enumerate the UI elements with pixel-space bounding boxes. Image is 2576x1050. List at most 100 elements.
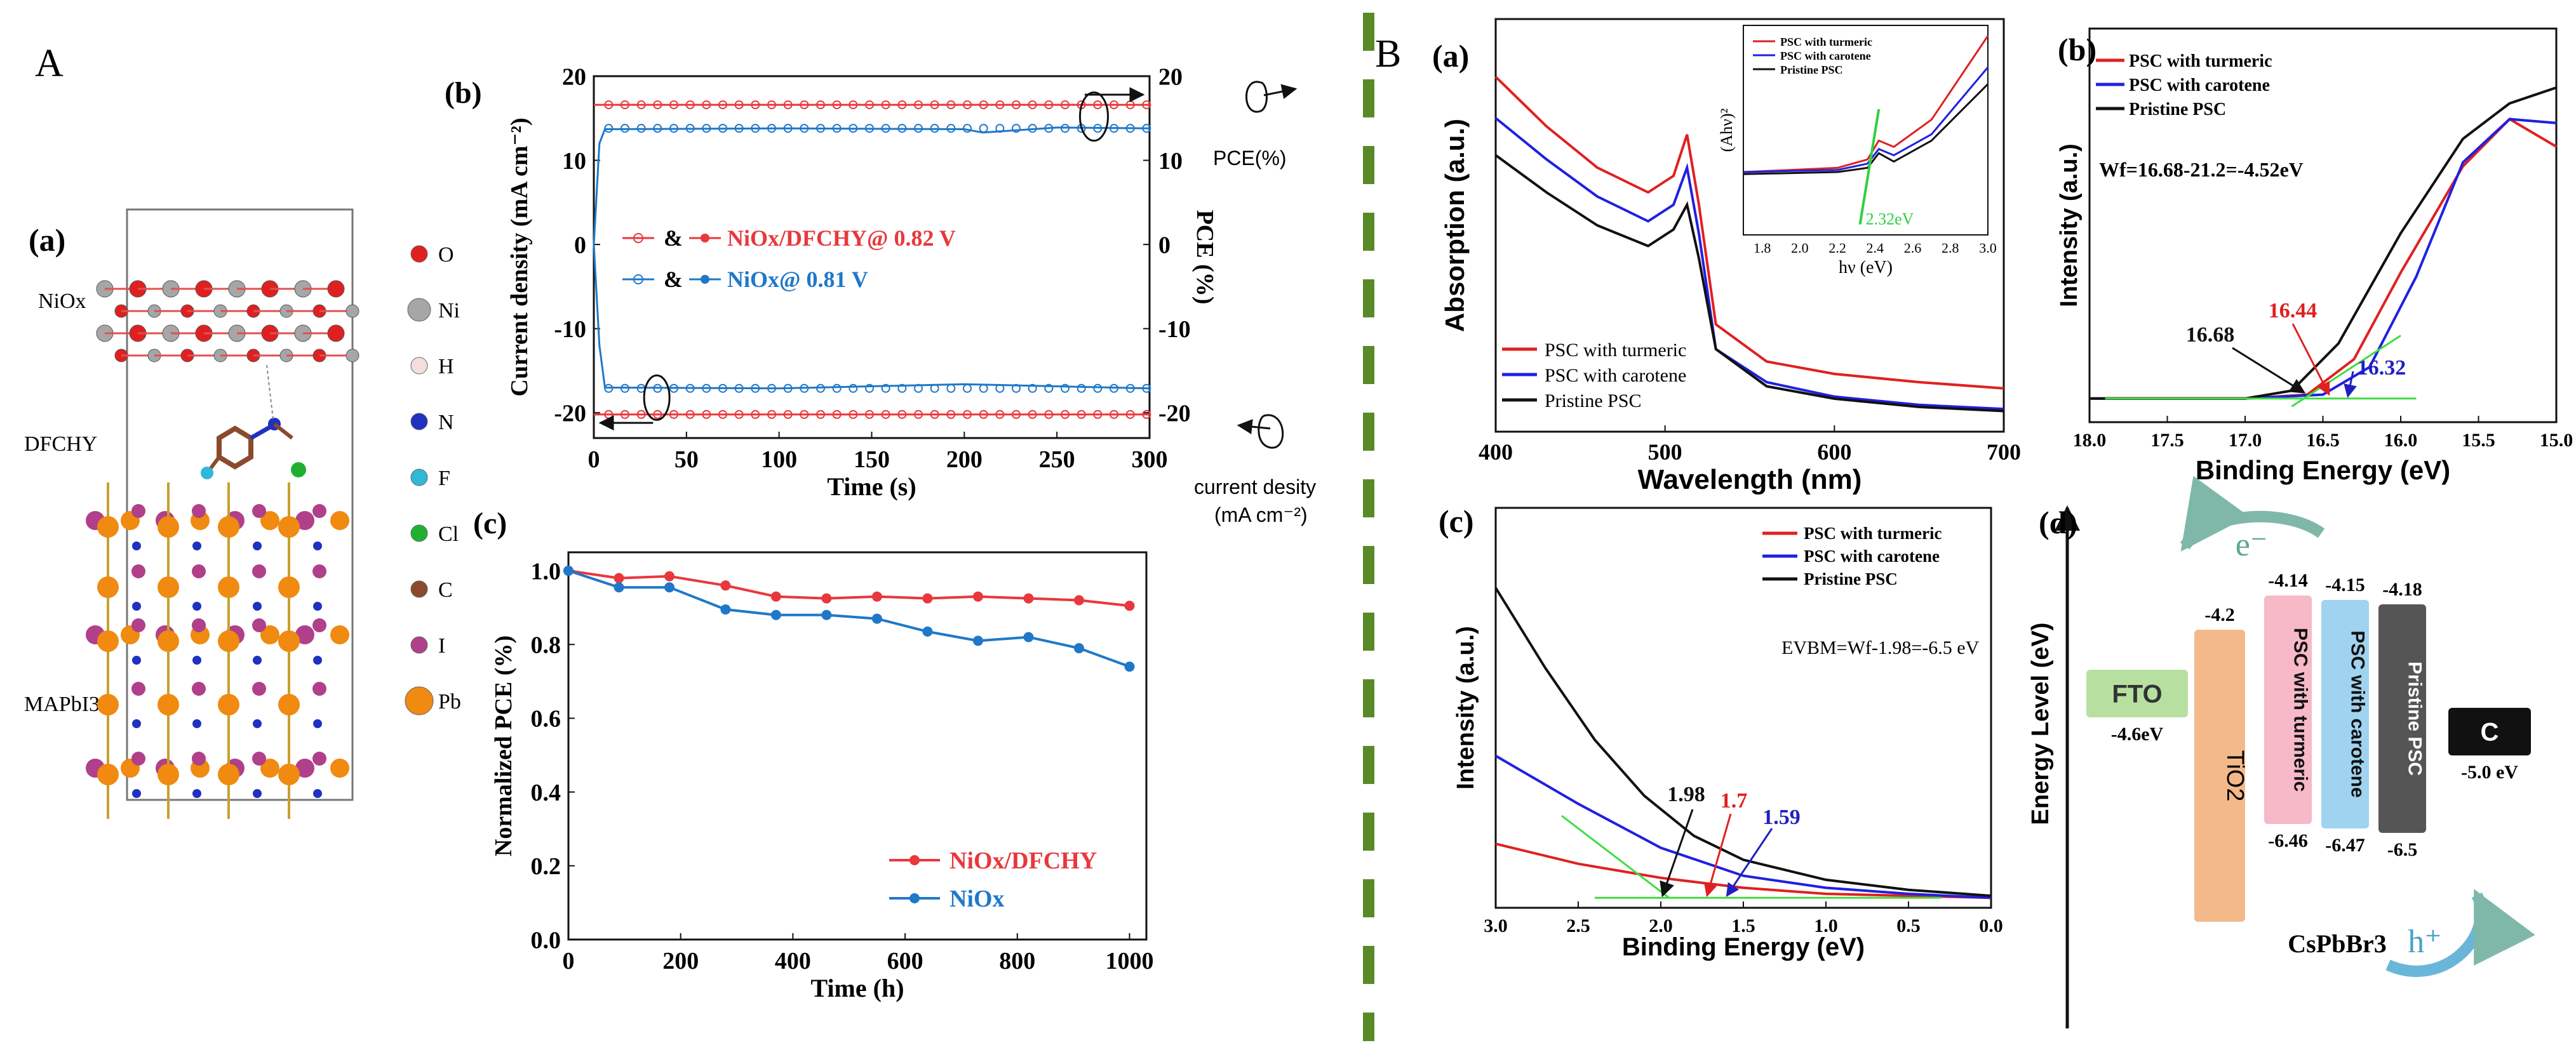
- ac-series-1-point: [972, 635, 983, 646]
- ab-series-3-point: [734, 383, 744, 393]
- ab-legend-label-0: NiOx/DFCHY@ 0.82 V: [727, 225, 956, 251]
- structure-illustration: (a) NiOx DFCHY MAPbI3 O Ni H N F Cl C I Pb: [24, 208, 461, 819]
- ab-series-2-point: [751, 409, 760, 419]
- x-tick-label-4: 800: [999, 948, 1035, 974]
- ac-series-0-point: [770, 591, 781, 602]
- i-atom: [131, 564, 145, 578]
- legend-atom-n-icon: [410, 413, 428, 430]
- ba-inset-x-tick-4: 2.6: [1904, 240, 1922, 256]
- pb-atom: [218, 764, 239, 785]
- ab-series-0-point: [995, 100, 1005, 110]
- x-tick-label-0: 3.0: [1484, 915, 1508, 936]
- bc-y-axis-label: Intensity (a.u.): [1452, 626, 1479, 790]
- ab-series-2-point: [816, 409, 825, 419]
- ac-series-0-point: [720, 580, 731, 591]
- ab-series-0-point: [718, 100, 727, 110]
- ab-series-0-point: [1142, 100, 1151, 110]
- bb-marker-label-0: 16.68: [2186, 323, 2235, 347]
- ab-series-1-point: [1061, 124, 1070, 133]
- ac-series-0-point: [871, 591, 882, 602]
- x-tick-label-2: 100: [761, 446, 797, 473]
- ba-series-2-line: [1494, 154, 2004, 413]
- ab-series-2-point: [963, 409, 972, 419]
- i-atom: [312, 682, 326, 696]
- ba-inset-legend-label-1: PSC with carotene: [1780, 50, 1871, 62]
- ab-x-axis-label: Time (s): [827, 472, 916, 501]
- legend-atom-i-icon: [410, 636, 428, 654]
- ba-inset-legend-label-0: PSC with turmeric: [1780, 36, 1872, 48]
- ab-series-2-point: [669, 409, 678, 419]
- ac-series-0-point: [1073, 595, 1084, 606]
- bc-marker-label-1: 1.7: [1721, 789, 1748, 813]
- ac-series-1-point: [664, 582, 675, 593]
- ab-series-0-point: [702, 100, 711, 110]
- ab-series-1-point: [685, 124, 695, 133]
- ab-series-0-point: [832, 100, 842, 110]
- x-tick-label-4: 1.0: [1814, 915, 1838, 936]
- bd-y-axis-label: Energy Level (eV): [2027, 623, 2054, 825]
- bc-legend-label-2: Pristine PSC: [1804, 569, 1898, 588]
- ab-series-0-point: [1093, 100, 1103, 110]
- ac-y-axis-label: Normalized PCE (%): [490, 635, 517, 856]
- perovskite-atom: [330, 759, 349, 778]
- ac-series-0-point: [614, 573, 624, 583]
- bb-marker-arrow-1: [2291, 323, 2330, 396]
- i-atom: [312, 564, 326, 578]
- ba-x-axis-label: Wavelength (nm): [1638, 464, 1862, 495]
- ab-current-ellipse: [643, 374, 671, 421]
- i-atom: [192, 504, 206, 518]
- bd-electron-arrow-icon: [2180, 475, 2325, 552]
- chart-ups-valence: 3.0 2.5 2.0 1.5 1.0 0.5 0.0 PSC with turmeric PS…: [1452, 507, 2003, 961]
- ab-series-2-point: [930, 409, 939, 419]
- atom-legend: O Ni H N F Cl C I Pb: [405, 243, 461, 715]
- ab-series-3-point: [1110, 383, 1118, 393]
- ab-series-0-point: [1012, 100, 1021, 110]
- perovskite-atom: [295, 759, 314, 778]
- x-tick-label-5: 1000: [1105, 948, 1153, 974]
- pb-atom: [97, 576, 119, 598]
- n-atom: [313, 789, 322, 798]
- ba-inset-y-label: (Ahν)²: [1717, 108, 1736, 152]
- ab-series-3-point: [1012, 383, 1021, 393]
- ac-series-1-point: [1124, 661, 1135, 672]
- i-atom: [252, 682, 266, 696]
- ab-series-1-point: [734, 124, 744, 133]
- ab-series-1-point: [1093, 124, 1103, 133]
- ba-inset-x-label: hν (eV): [1839, 258, 1893, 277]
- ab-series-3-point: [1044, 383, 1054, 393]
- chart-ab-panel-label: (b): [445, 76, 482, 110]
- bc-plot-frame: [1494, 507, 1992, 909]
- n-atom: [313, 542, 322, 550]
- legend-atom-c-icon: [410, 580, 428, 598]
- ac-legend-label-1: NiOx: [949, 886, 1005, 912]
- y-tick-label-3: 10: [562, 148, 586, 175]
- chart-bc-panel-label: (c): [1439, 503, 1474, 539]
- ba-series-1-line: [1494, 117, 2004, 411]
- chart-ups-cutoff: 18.0 17.5 17.0 16.5 16.0 15.5 15.0 PSC with tur…: [2056, 27, 2573, 485]
- chart-ac-panel-label: (c): [473, 507, 507, 540]
- chart-normalized-pce: 0 200 400 600 800 1000 0.0 0.2 0.4 0.6 0.8 1.0 NiOx/…: [490, 551, 1153, 1002]
- niox-atom: [345, 349, 359, 362]
- bd-block-label-3: PSC with carotene: [2347, 630, 2368, 797]
- ab-series-0-point: [1028, 100, 1037, 110]
- ab-series-3-point: [963, 383, 972, 393]
- ab-series-1-point: [849, 124, 858, 133]
- ba-plot-frame: [1494, 18, 2005, 433]
- ab-series-0-point: [979, 100, 988, 110]
- ab-series-3-point: [751, 383, 760, 393]
- legend-atom-label: I: [438, 634, 445, 658]
- y-tick-label-1: 0.2: [531, 853, 561, 880]
- perovskite-atom: [260, 625, 279, 644]
- ba-inset-x-tick-2: 2.2: [1828, 240, 1846, 256]
- n-atom: [313, 602, 322, 611]
- niox-atom: [345, 304, 359, 318]
- x-tick-label-6: 0.0: [1979, 915, 2003, 936]
- ab-series-0-point: [1110, 100, 1118, 110]
- legend-atom-label: O: [438, 243, 454, 267]
- perovskite-atom: [330, 511, 349, 530]
- ab-series-1-point: [767, 124, 776, 133]
- ba-inset-x-tick-1: 2.0: [1791, 240, 1809, 256]
- ab-series-2-point: [849, 409, 858, 419]
- layer-label-dfchy: DFCHY: [24, 432, 97, 456]
